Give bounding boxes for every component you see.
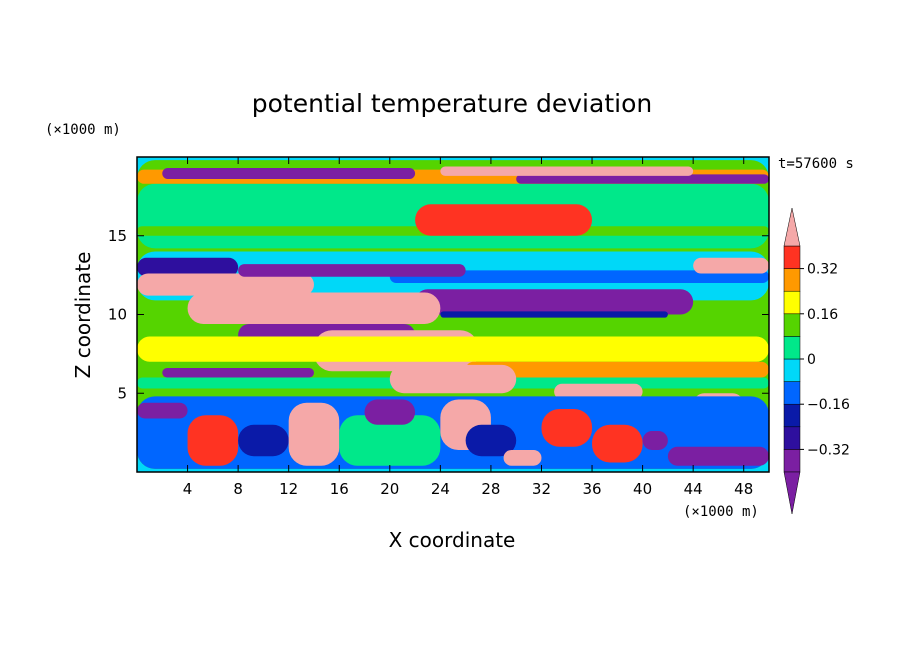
colorbar-swatch-2	[783, 403, 801, 428]
x-axis-unit: (×1000 m)	[683, 504, 759, 520]
colorbar-swatch-0	[783, 449, 801, 473]
field-region-32	[339, 415, 441, 466]
field-region-37	[541, 409, 593, 447]
colorbar-swatch-1	[783, 426, 801, 450]
field-region-6	[516, 174, 769, 184]
x-tick-label-2: 12	[279, 480, 298, 498]
colorbar-label-4: −0.32	[807, 442, 850, 458]
y-tick-label-0: 5	[117, 384, 127, 402]
x-tick-label-4: 20	[380, 480, 399, 498]
field-region-21	[465, 361, 769, 378]
field-region-14	[693, 257, 769, 274]
field-region-25	[554, 383, 643, 400]
x-tick-label-1: 8	[233, 480, 243, 498]
y-axis-unit: (×1000 m)	[45, 122, 121, 138]
field-region-9	[389, 270, 769, 283]
colorbar-swatch-6	[783, 313, 801, 337]
y-tick-label-2: 15	[108, 227, 127, 245]
x-tick-label-0: 4	[183, 480, 193, 498]
field-region-7	[440, 166, 694, 176]
x-tick-label-3: 16	[330, 480, 349, 498]
colorbar-swatch-9	[783, 245, 801, 269]
colorbar-label-2: 0	[807, 352, 816, 368]
colorbar-label-0: 0.32	[807, 262, 838, 278]
y-tick-label-1: 10	[108, 306, 127, 324]
field-region-30	[238, 424, 289, 457]
colorbar-swatch-7	[783, 290, 801, 315]
colorbar-max-extension	[783, 207, 801, 247]
field-region-13	[415, 204, 593, 236]
x-tick-label-6: 28	[481, 480, 500, 498]
field-region-38	[642, 431, 668, 450]
x-tick-label-10: 44	[684, 480, 703, 498]
colorbar-swatch-5	[783, 336, 801, 360]
x-tick-label-8: 36	[582, 480, 601, 498]
x-axis: 4 8 12 16 20 24 28 32 36 40 44 48	[183, 157, 753, 498]
field-region-16	[440, 311, 668, 318]
colorbar-label-1: 0.16	[807, 307, 838, 323]
x-tick-label-9: 40	[633, 480, 652, 498]
colorbar-swatch-8	[783, 268, 801, 292]
temperature-field	[137, 160, 769, 469]
field-region-29	[187, 415, 239, 466]
field-region-15	[415, 289, 694, 315]
colorbar-label-3: −0.16	[807, 397, 850, 413]
colorbar-min-extension	[783, 471, 801, 515]
field-region-12	[238, 264, 466, 277]
y-axis-label: Z coordinate	[71, 252, 95, 379]
x-tick-label-7: 32	[532, 480, 551, 498]
colorbar-swatch-3	[783, 381, 801, 405]
field-region-24	[389, 364, 517, 394]
y-axis: 5 10 15	[108, 227, 769, 402]
field-region-40	[667, 446, 769, 466]
x-axis-label: X coordinate	[389, 528, 516, 552]
field-region-36	[503, 449, 542, 466]
field-region-11	[137, 273, 314, 296]
field-region-5	[162, 168, 416, 180]
colorbar-swatch-4	[783, 358, 801, 382]
field-region-23	[162, 368, 314, 378]
time-label: t=57600 s	[778, 156, 854, 172]
field-region-33	[364, 399, 416, 425]
chart-title: potential temperature deviation	[252, 89, 652, 118]
field-region-17	[187, 292, 441, 324]
field-region-10	[137, 257, 239, 277]
x-tick-label-11: 48	[734, 480, 753, 498]
field-region-28	[137, 402, 188, 419]
colorbar: 0.32 0.16 0 −0.16 −0.32	[783, 207, 850, 515]
field-region-20	[137, 336, 769, 362]
field-region-31	[288, 402, 340, 466]
field-region-35	[465, 424, 517, 457]
x-tick-label-5: 24	[431, 480, 450, 498]
field-region-39	[592, 424, 643, 463]
